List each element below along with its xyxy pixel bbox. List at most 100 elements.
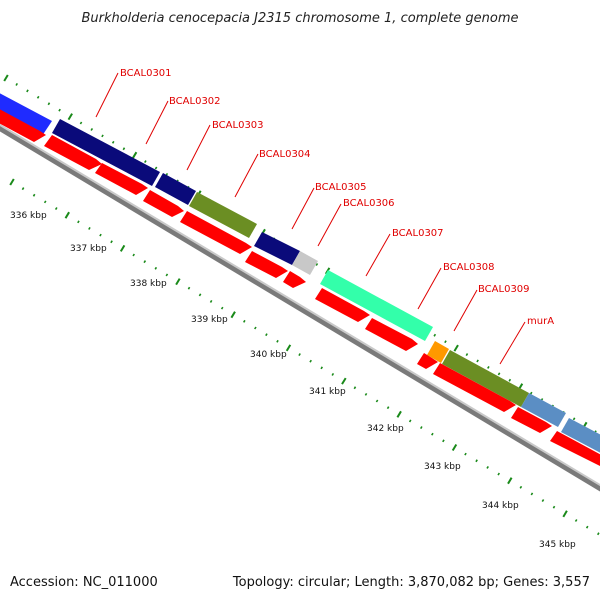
minor-tick: [431, 432, 434, 436]
minor-tick: [143, 260, 147, 264]
minor-tick: [165, 273, 169, 277]
gene-label: BCAL0309: [478, 284, 530, 295]
feature-bar-olive: [442, 350, 529, 407]
minor-tick: [442, 439, 445, 443]
feature-bar-navy: [52, 119, 160, 186]
cds-arrow: [180, 211, 252, 254]
cds-arrow: [417, 353, 438, 369]
major-tick: [507, 477, 513, 485]
cds-arrows: [0, 109, 600, 466]
minor-tick: [26, 89, 29, 93]
minor-tick: [309, 359, 312, 363]
major-tick: [67, 113, 73, 121]
minor-tick: [77, 220, 80, 224]
minor-tick: [21, 187, 25, 191]
gene-label: BCAL0304: [259, 149, 311, 160]
minor-tick: [243, 319, 246, 323]
minor-tick: [43, 200, 47, 204]
minor-tick: [519, 485, 523, 489]
inner-tick-ring: [9, 178, 600, 536]
callout-line: [186, 124, 211, 171]
cds-arrow: [365, 318, 418, 351]
major-tick: [562, 510, 568, 518]
minor-tick: [597, 532, 600, 536]
major-tick: [9, 178, 15, 186]
minor-tick: [154, 166, 158, 170]
minor-tick: [585, 525, 589, 529]
cds-arrow: [550, 431, 600, 466]
minor-tick: [132, 253, 135, 257]
gene-label: BCAL0308: [443, 262, 495, 273]
callout-line: [453, 289, 478, 332]
minor-tick: [122, 147, 126, 151]
minor-tick: [47, 102, 51, 106]
minor-tick: [154, 266, 158, 270]
cds-arrow: [315, 288, 370, 322]
map-title: Burkholderia cenocepacia J2315 chromosom…: [81, 11, 518, 26]
minor-tick: [444, 340, 447, 344]
minor-tick: [433, 333, 437, 337]
gene-label: BCAL0303: [212, 120, 264, 131]
minor-tick: [420, 426, 423, 429]
gene-label: BCAL0307: [392, 228, 444, 239]
feature-bar-navy: [254, 232, 300, 265]
minor-tick: [79, 121, 83, 125]
minor-tick: [552, 505, 556, 509]
minor-tick: [265, 333, 268, 337]
gene-label: BCAL0302: [169, 96, 221, 107]
minor-tick: [529, 391, 533, 395]
minor-tick: [110, 240, 113, 244]
feature-bar-orange: [427, 341, 449, 363]
minor-tick: [198, 293, 202, 297]
cds-arrow: [511, 407, 552, 433]
cds-arrow: [245, 251, 288, 278]
minor-tick: [464, 452, 467, 456]
minor-tick: [101, 134, 104, 138]
minor-tick: [54, 207, 58, 211]
minor-tick: [476, 359, 479, 363]
feature-bar-olive: [189, 192, 257, 238]
topology-summary: Topology: circular; Length: 3,870,082 bp…: [232, 575, 590, 590]
kbp-label: 338 kbp: [130, 279, 167, 289]
feature-bar-navy: [155, 173, 196, 205]
minor-tick: [276, 339, 279, 343]
callout-line: [499, 321, 526, 365]
minor-tick: [15, 83, 18, 86]
kbp-label: 340 kbp: [250, 350, 287, 360]
feature-bar-aquamarine: [320, 270, 433, 341]
minor-tick: [58, 108, 61, 112]
callout-line: [291, 187, 315, 230]
minor-tick: [36, 95, 40, 99]
minor-tick: [254, 326, 257, 330]
minor-tick: [144, 160, 147, 164]
callout-line: [234, 153, 259, 198]
backbone-layer: [0, 123, 600, 492]
minor-tick: [32, 193, 36, 197]
minor-tick: [187, 286, 191, 290]
kbp-label: 342 kbp: [367, 424, 404, 434]
minor-tick: [486, 465, 489, 469]
feature-bars: [0, 93, 600, 453]
minor-tick: [508, 378, 512, 382]
callout-line: [317, 203, 342, 247]
minor-tick: [353, 386, 357, 390]
minor-tick: [541, 499, 545, 503]
kbp-label: 344 kbp: [482, 501, 519, 511]
gene-label: BCAL0306: [343, 198, 395, 209]
major-tick: [341, 377, 347, 385]
minor-tick: [209, 300, 213, 303]
minor-tick: [497, 472, 500, 476]
kbp-label: 345 kbp: [539, 540, 576, 550]
cds-arrow: [95, 163, 148, 195]
minor-tick: [497, 372, 501, 376]
minor-tick: [465, 353, 469, 356]
kbp-labels: 336 kbp 337 kbp 338 kbp 339 kbp 340 kbp …: [10, 211, 576, 550]
kbp-label: 337 kbp: [70, 244, 107, 254]
major-tick: [285, 344, 292, 352]
backbone-highlight: [0, 123, 600, 487]
gene-label: murA: [527, 316, 554, 327]
minor-tick: [375, 399, 379, 403]
callout-line: [417, 267, 442, 310]
minor-tick: [88, 227, 91, 230]
minor-tick: [331, 373, 335, 376]
